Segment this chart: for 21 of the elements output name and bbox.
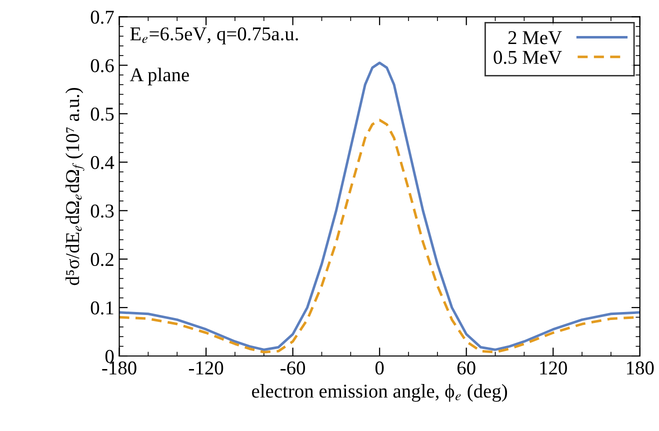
y-tick-label: 0.5 xyxy=(90,108,114,121)
y-tick-label: 0.2 xyxy=(90,252,114,266)
y-tick-label: 0.3 xyxy=(90,204,114,218)
y-tick-label: 0.7 xyxy=(90,10,114,24)
y-axis-title: d⁵σ/dE$_{e}$dΩ$_{e}$dΩ$_{f}$ (10⁷ a.u.) xyxy=(66,88,84,286)
legend-label: 0.5 MeV xyxy=(494,50,562,64)
x-tick-label: -60 xyxy=(280,361,306,375)
annotation: E$_{e}$=6.5eV, q=0.75a.u. xyxy=(130,27,298,44)
x-tick-label: 60 xyxy=(457,361,476,375)
legend-label: 2 MeV xyxy=(508,31,562,44)
x-tick-label: 0 xyxy=(375,361,384,375)
annotation: A plane xyxy=(130,68,189,86)
y-tick-label: 0.6 xyxy=(90,59,114,72)
y-tick-label: 0 xyxy=(105,350,114,363)
y-tick-label: 0.4 xyxy=(90,156,114,170)
x-tick-label: -120 xyxy=(188,361,224,375)
x-axis-title: electron emission angle, ϕ$_{e}$ (deg) xyxy=(252,384,508,402)
x-tick-label: -180 xyxy=(102,361,136,375)
x-tick-label: 120 xyxy=(540,361,567,375)
y-tick-label: 0.1 xyxy=(90,301,114,315)
x-tick-label: 180 xyxy=(627,361,654,375)
